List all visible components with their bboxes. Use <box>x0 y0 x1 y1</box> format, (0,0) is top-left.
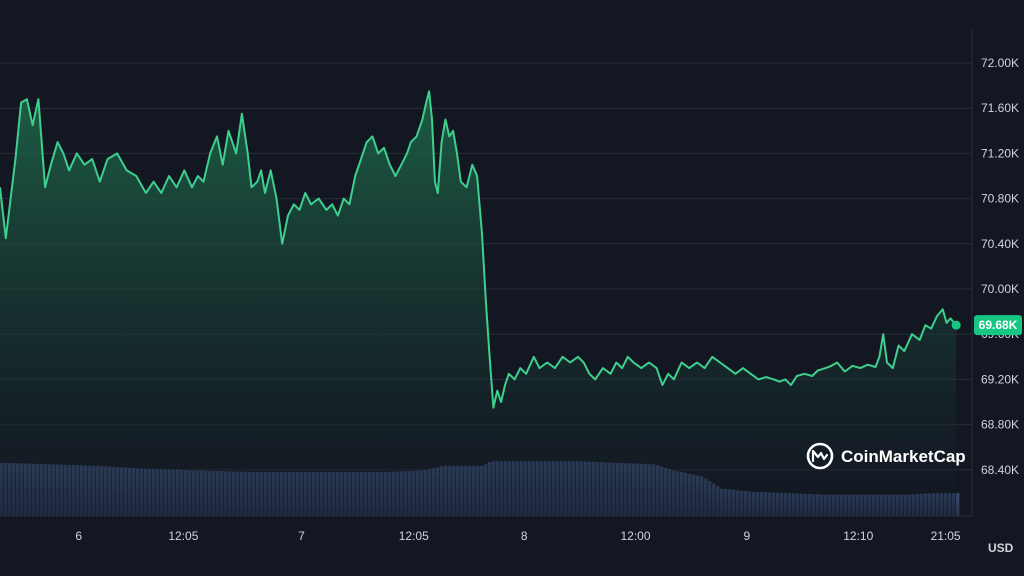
coinmarketcap-logo-icon <box>806 442 834 470</box>
currency-label: USD <box>988 541 1014 555</box>
y-tick-label: 70.00K <box>981 282 1019 296</box>
coinmarketcap-logo-glyph <box>811 449 829 463</box>
x-tick-label: 21:05 <box>931 529 961 543</box>
y-tick-label: 70.40K <box>981 237 1019 251</box>
x-tick-label: 12:10 <box>843 529 873 543</box>
price-area <box>0 91 957 517</box>
x-tick-label: 12:05 <box>399 529 429 543</box>
x-tick-label: 7 <box>298 529 305 543</box>
last-price-dot <box>951 320 961 330</box>
last-price-badge <box>974 315 1022 336</box>
y-tick-label: 69.20K <box>981 372 1019 386</box>
x-axis: 6 12:05 7 12:05 8 12:00 9 12:10 21:05 <box>75 529 961 543</box>
coinmarketcap-watermark: CoinMarketCap <box>806 442 966 470</box>
y-tick-label: 68.80K <box>981 418 1019 432</box>
y-tick-label: 70.80K <box>981 192 1019 206</box>
price-area-fill <box>0 91 957 517</box>
y-axis: 72.00K 71.60K 71.20K 70.80K 70.40K 70.00K 69.6… <box>981 56 1019 477</box>
x-tick-label: 9 <box>744 529 751 543</box>
last-price-marker: 69.68K <box>951 315 1022 336</box>
last-price-label: 69.68K <box>979 318 1018 332</box>
price-line <box>0 90 957 409</box>
x-tick-label: 8 <box>521 529 528 543</box>
volume-bar <box>956 493 960 516</box>
x-tick-label: 12:05 <box>168 529 198 543</box>
y-tick-label: 68.40K <box>981 463 1019 477</box>
y-tick-label: 71.60K <box>981 101 1019 115</box>
x-tick-label: 12:00 <box>621 529 651 543</box>
watermark-text: CoinMarketCap <box>841 447 966 466</box>
x-tick-label: 6 <box>75 529 82 543</box>
price-line-group <box>0 90 957 409</box>
y-tick-label: 72.00K <box>981 56 1019 70</box>
y-tick-label: 71.20K <box>981 146 1019 160</box>
